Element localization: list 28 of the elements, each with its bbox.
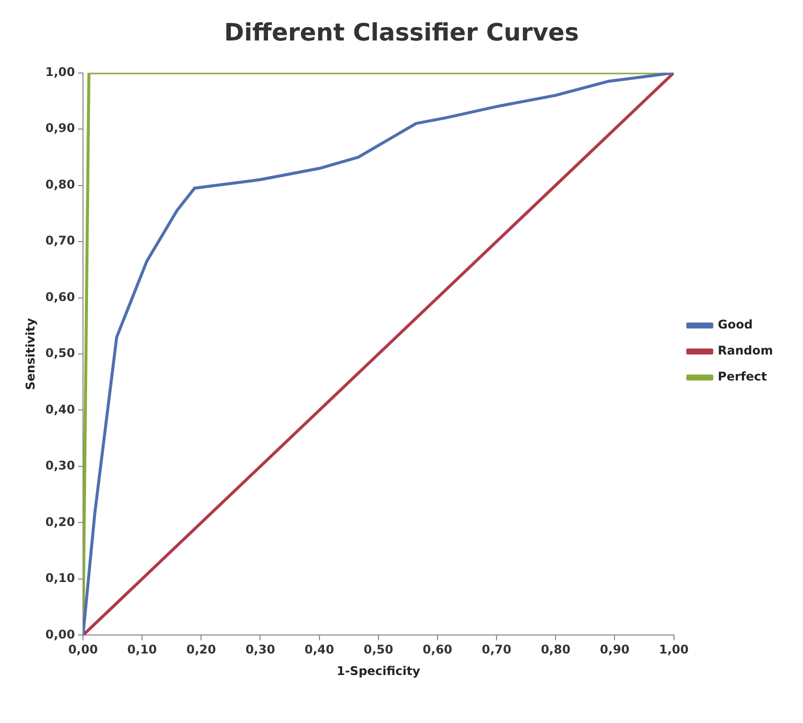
x-tick-label: 0,20 <box>186 642 216 657</box>
x-tick-label: 0,60 <box>422 642 452 657</box>
y-tick-label: 0,90 <box>45 121 76 136</box>
legend-label: Perfect <box>718 370 768 384</box>
x-tick-label: 0,80 <box>540 642 570 657</box>
y-tick-label: 0,40 <box>45 402 76 416</box>
y-tick-label: 0,60 <box>45 290 76 304</box>
y-tick-label: 0,80 <box>45 177 76 192</box>
chart-title: Different Classifier Curves <box>224 18 579 47</box>
y-tick-label: 0,10 <box>45 571 76 586</box>
y-tick-label: 0,30 <box>45 458 76 473</box>
legend-label: Good <box>718 318 753 332</box>
x-tick-label: 0,90 <box>600 642 630 657</box>
y-tick-label: 1,00 <box>45 64 76 79</box>
y-tick-label: 0,00 <box>45 627 76 642</box>
x-tick-label: 0,10 <box>127 642 157 657</box>
x-tick-label: 0,70 <box>482 642 512 657</box>
x-tick-label: 0,50 <box>364 642 394 657</box>
y-axis-title: Sensitivity <box>23 318 38 390</box>
x-tick-label: 0,00 <box>68 642 98 657</box>
y-tick-label: 0,70 <box>45 234 76 248</box>
y-tick-label: 0,20 <box>45 514 76 529</box>
x-tick-label: 1,00 <box>658 642 689 657</box>
x-axis-title: 1-Specificity <box>336 664 420 678</box>
x-tick-label: 0,30 <box>245 642 276 657</box>
legend-label: Random <box>718 344 773 358</box>
x-tick-label: 0,40 <box>304 642 334 657</box>
y-tick-label: 0,50 <box>45 346 76 360</box>
